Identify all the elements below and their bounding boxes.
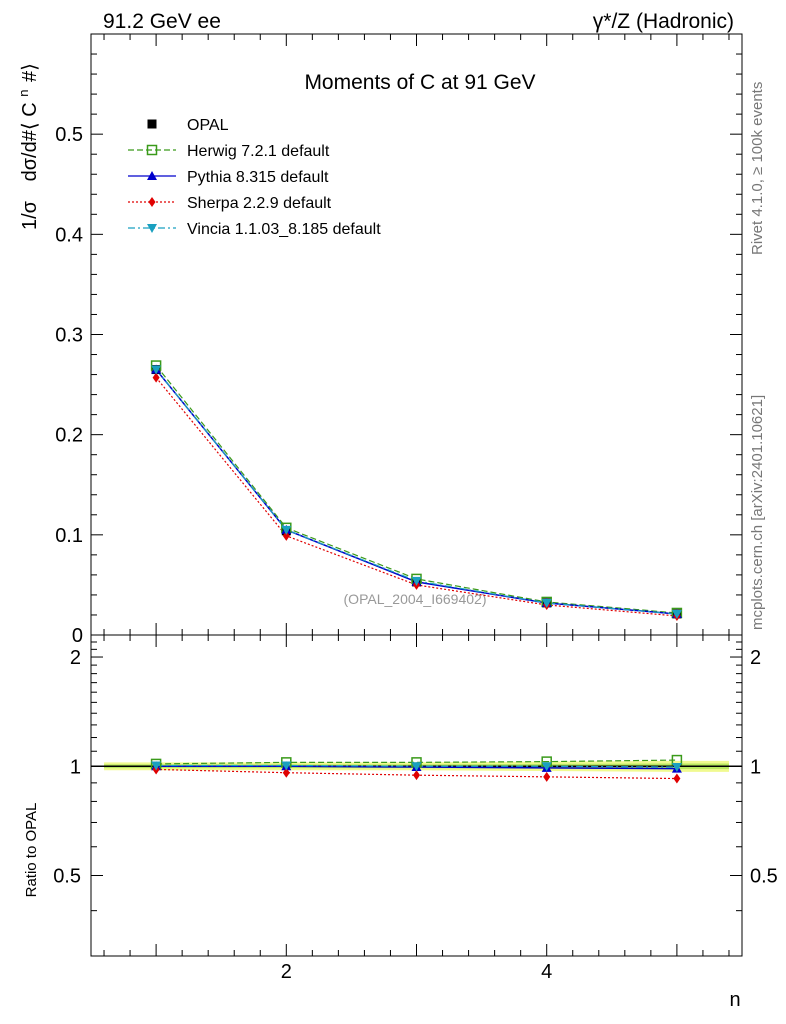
legend-label-vincia: Vincia 1.1.03_8.185 default	[187, 221, 381, 238]
ratio-sherpa-point	[413, 770, 420, 781]
mcplots-label: mcplots.cern.ch [arXiv:2401.10621]	[749, 395, 766, 630]
y-tick-label: 0	[72, 625, 83, 647]
herwig-line	[155, 365, 677, 614]
legend-marker-herwig	[146, 144, 158, 156]
legend-marker-sherpa	[148, 197, 156, 207]
ratio-y-tick-label-left: 1	[70, 756, 81, 778]
ratio-y-tick-label-right: 1	[750, 756, 761, 778]
ratio-ticks: 0.5 0.5 1 1 2 2 2 4	[53, 635, 778, 983]
main-ylabel-sup: n	[16, 90, 31, 97]
y-tick-label: 0.1	[55, 525, 83, 547]
y-tick-label: 0.3	[55, 325, 83, 347]
ratio-vincia-point	[541, 762, 552, 772]
ratio-plot-panel: 0.5 0.5 1 1 2 2 2 4	[53, 634, 778, 983]
vincia-point	[151, 365, 162, 375]
ratio-sherpa-point	[282, 767, 290, 778]
y-tick-label: 0.5	[55, 124, 83, 146]
main-ylabel-suffix: #⟩	[19, 63, 41, 82]
legend-marker-opal	[147, 119, 157, 129]
x-tick-label: 4	[541, 961, 552, 983]
ratio-series	[91, 754, 742, 784]
ratio-frame	[90, 634, 743, 957]
x-tick-label: 2	[281, 961, 292, 983]
vincia-point	[281, 525, 292, 535]
main-plot-panel: (OPAL_2004_I669402) 0 0.1 0.2 0.3 0.4 0.5 Mom…	[55, 33, 743, 647]
ratio-herwig-line	[156, 759, 677, 765]
ratio-y-tick-label-left: 2	[70, 647, 81, 669]
ratio-vincia-point	[281, 761, 292, 771]
ratio-ylabel: Ratio to OPAL	[23, 803, 40, 898]
watermark: (OPAL_2004_I669402)	[344, 591, 487, 607]
ratio-y-tick-label-right: 0.5	[750, 865, 778, 887]
legend-label-herwig: Herwig 7.2.1 default	[187, 143, 330, 160]
ratio-y-tick-label-right: 2	[750, 647, 761, 669]
ratio-sherpa-point	[673, 773, 681, 784]
legend-label-pythia: Pythia 8.315 default	[187, 169, 329, 186]
rivet-label: Rivet 4.1.0, ≥ 100k events	[749, 82, 766, 255]
legend-label-sherpa: Sherpa 2.2.9 default	[187, 195, 332, 212]
y-tick-label: 0.2	[55, 425, 83, 447]
legend-marker-vincia	[147, 224, 157, 233]
legend-marker-pythia	[147, 171, 157, 180]
vincia-point	[671, 609, 682, 619]
main-ticks: 0 0.1 0.2 0.3 0.4 0.5	[55, 33, 742, 647]
header-right: γ*/Z (Hadronic)	[593, 10, 734, 33]
ratio-sherpa-point	[543, 771, 551, 782]
legend-label-opal: OPAL	[187, 117, 229, 134]
legend: OPAL Herwig 7.2.1 default Pythia 8.315 def…	[128, 117, 381, 238]
y-tick-label: 0.4	[55, 224, 83, 246]
ratio-vincia-point	[151, 761, 162, 771]
ratio-vincia-point	[411, 762, 422, 772]
ratio-vincia-point	[671, 763, 682, 773]
xlabel: n	[729, 989, 740, 1011]
main-ylabel: 1/σ dσ/d#⟨ C n #⟩	[11, 63, 41, 230]
vincia-point	[411, 576, 422, 586]
main-series	[150, 360, 683, 621]
header-left: 91.2 GeV ee	[103, 10, 221, 33]
sherpa-point	[282, 530, 290, 541]
main-title: Moments of C at 91 GeV	[304, 71, 535, 94]
vincia-point	[541, 598, 552, 608]
main-ylabel-prefix: 1/σ	[19, 200, 41, 230]
main-ylabel-main: dσ/d#⟨ C	[19, 102, 41, 181]
sherpa-point	[152, 372, 160, 383]
ratio-y-tick-label-left: 0.5	[53, 865, 81, 887]
